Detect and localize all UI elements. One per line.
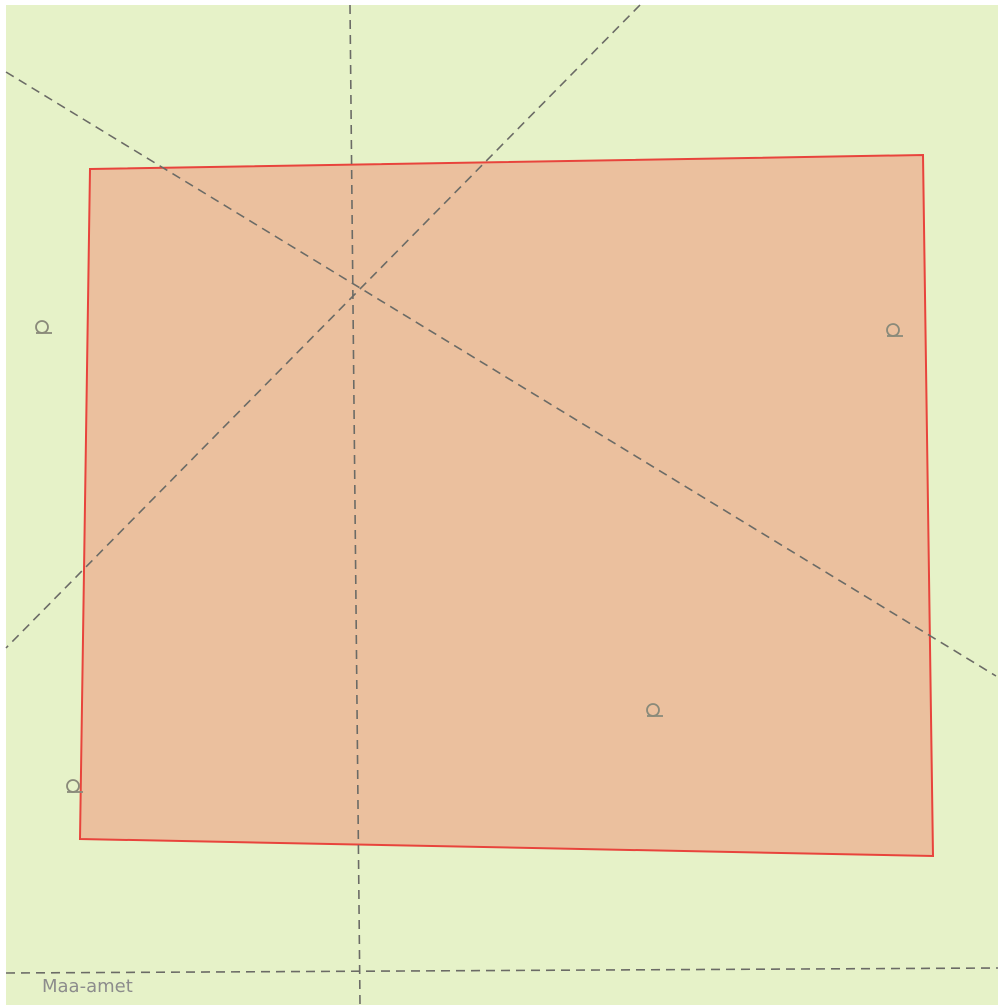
parcel[interactable] xyxy=(78,153,935,858)
boundary-lines xyxy=(5,4,998,1005)
map-symbol xyxy=(35,320,52,334)
dashed-line xyxy=(5,71,997,677)
map-symbol xyxy=(886,323,903,337)
attribution: Maa-amet xyxy=(42,976,133,997)
dashed-line xyxy=(5,967,998,974)
map-symbols xyxy=(35,320,903,793)
map-symbol xyxy=(646,703,663,717)
dashed-line xyxy=(349,4,361,1005)
map-symbol xyxy=(66,779,83,793)
dashed-line xyxy=(5,4,641,649)
